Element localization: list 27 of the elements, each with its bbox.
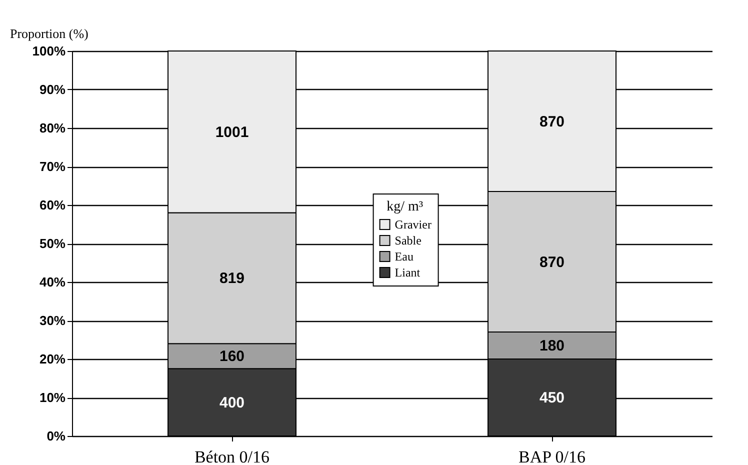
y-tick-label: 10% <box>39 390 66 405</box>
y-tick-label: 20% <box>39 352 66 366</box>
y-tick-label: 40% <box>39 274 66 290</box>
y-tick-label: 60% <box>39 198 66 212</box>
annotation: 870 <box>539 113 565 130</box>
y-tick-label: 50% <box>39 236 66 251</box>
annotation: 819 <box>219 270 245 288</box>
x-tick-label: Béton 0/16 <box>194 448 270 465</box>
y-tick-label: 90% <box>39 82 66 97</box>
y-axis-title: Proportion (%) <box>10 26 88 41</box>
legend-label: Sable <box>394 233 422 248</box>
y-tick-label: 80% <box>39 120 66 136</box>
annotation: 400 <box>219 394 245 412</box>
legend-label: Eau <box>394 249 414 264</box>
annotation: 160 <box>219 348 245 366</box>
annotation: 1001 <box>215 124 249 141</box>
annotation: 180 <box>539 338 565 355</box>
legend-label: Liant <box>394 265 421 280</box>
annotation: 870 <box>539 254 565 271</box>
y-tick-label: 0% <box>46 428 66 444</box>
legend-title: kg/ m³ <box>386 199 424 214</box>
x-tick-label: BAP 0/16 <box>518 448 586 465</box>
y-tick-label: 100% <box>32 44 66 58</box>
legend-label: Gravier <box>394 217 432 232</box>
annotation: 450 <box>539 390 565 406</box>
y-tick-label: 70% <box>39 159 66 174</box>
y-tick-label: 30% <box>39 313 66 328</box>
